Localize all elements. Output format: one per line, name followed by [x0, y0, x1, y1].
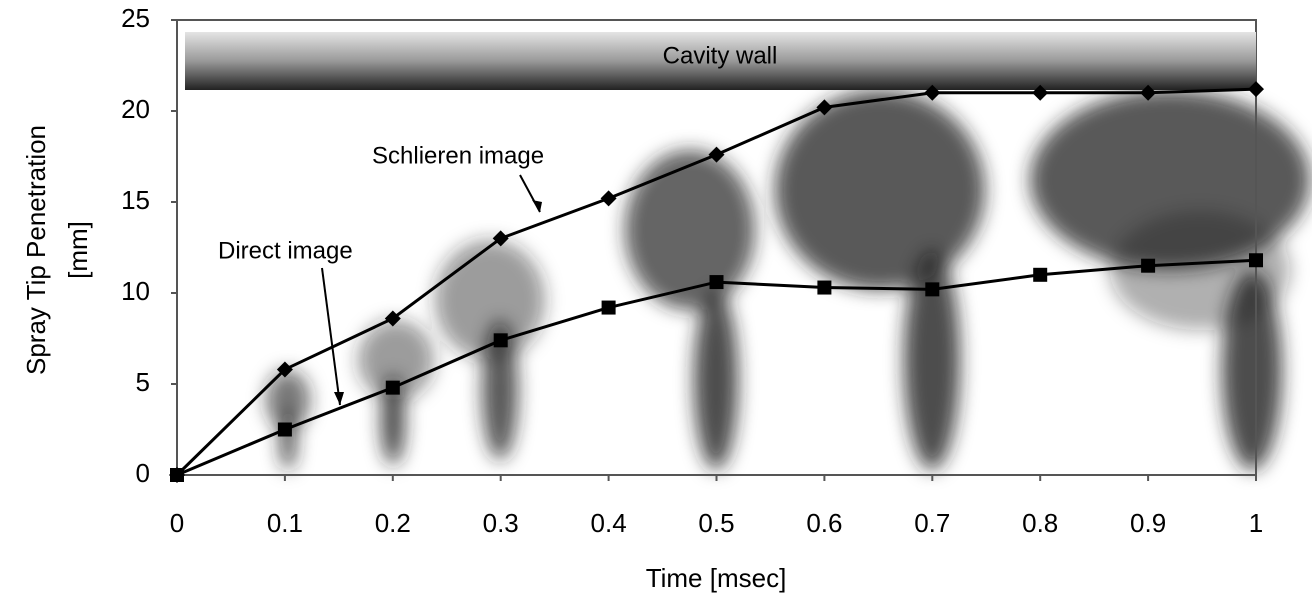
marker: [602, 301, 616, 315]
marker: [386, 381, 400, 395]
x-tick-label: 0: [170, 508, 184, 538]
y-tick-label: 25: [121, 3, 150, 33]
annotation: Direct image: [218, 237, 353, 264]
x-tick-label: 0.6: [806, 508, 842, 538]
x-tick-label: 0.5: [698, 508, 734, 538]
y-axis-label: Spray Tip Penetration: [21, 125, 51, 375]
marker: [278, 423, 292, 437]
marker: [1249, 253, 1263, 267]
x-axis-label: Time [msec]: [646, 563, 787, 593]
marker: [710, 275, 724, 289]
marker: [494, 333, 508, 347]
y-tick-label: 15: [121, 185, 150, 215]
x-tick-label: 0.7: [914, 508, 950, 538]
y-tick-label: 0: [136, 458, 150, 488]
annotation: Cavity wall: [663, 42, 778, 69]
chart: Cavity wall Schlieren image Direct image…: [0, 0, 1312, 601]
marker: [1033, 268, 1047, 282]
marker: [1141, 259, 1155, 273]
x-tick-label: 0.8: [1022, 508, 1058, 538]
marker: [817, 281, 831, 295]
marker: [925, 282, 939, 296]
x-tick-label: 0.2: [375, 508, 411, 538]
annotation: Schlieren image: [372, 142, 544, 169]
x-tick-label: 1: [1249, 508, 1263, 538]
y-tick-label: 5: [136, 367, 150, 397]
x-tick-label: 0.9: [1130, 508, 1166, 538]
x-tick-label: 0.1: [267, 508, 303, 538]
page: Cavity wall Schlieren image Direct image…: [0, 0, 1312, 601]
marker: [601, 190, 617, 206]
x-tick-label: 0.4: [591, 508, 627, 538]
arrow: [322, 268, 340, 405]
y-tick-label: 20: [121, 94, 150, 124]
marker: [170, 468, 184, 482]
arrow-head: [532, 200, 542, 212]
x-tick-label: 0.3: [483, 508, 519, 538]
y-tick-label: 10: [121, 276, 150, 306]
y-axis-label: [mm]: [63, 221, 93, 279]
